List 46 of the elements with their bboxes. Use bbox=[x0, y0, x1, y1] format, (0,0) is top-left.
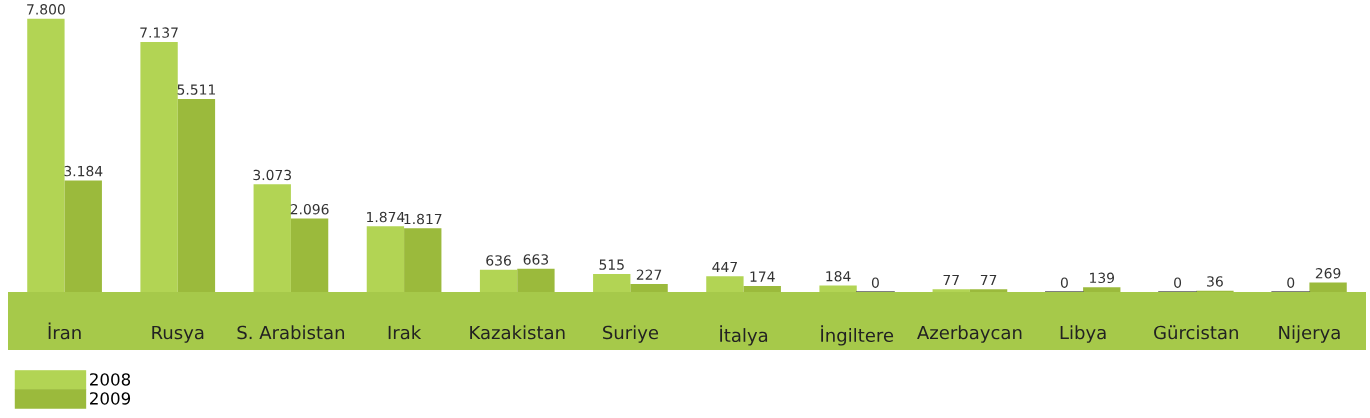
x-tick-label: Azerbaycan bbox=[917, 325, 1022, 343]
data-label: 1.874 bbox=[367, 211, 405, 223]
bar bbox=[290, 218, 329, 292]
data-label: 7.137 bbox=[140, 27, 178, 38]
data-label: 663 bbox=[523, 254, 549, 265]
data-label: 447 bbox=[712, 261, 737, 273]
x-tick-label: Gürcistan bbox=[1154, 325, 1238, 340]
legend-label: 2009 bbox=[90, 392, 131, 405]
bar bbox=[1083, 287, 1121, 292]
x-tick-label: Libya bbox=[1060, 325, 1106, 343]
bar bbox=[969, 289, 1008, 292]
x-tick-label: Rusya bbox=[152, 325, 204, 343]
data-label: 636 bbox=[486, 255, 511, 266]
data-label: 0 bbox=[1174, 277, 1182, 288]
bar bbox=[630, 284, 668, 292]
x-tick-label: S. Arabistan bbox=[237, 325, 345, 340]
data-label: 77 bbox=[943, 274, 959, 286]
bar bbox=[64, 180, 102, 292]
data-label: 227 bbox=[636, 269, 662, 280]
x-tick-label: İran bbox=[48, 322, 81, 340]
bar bbox=[404, 228, 442, 292]
x-tick-label: Irak bbox=[388, 325, 422, 340]
bar bbox=[743, 285, 781, 292]
legend-label: 2008 bbox=[90, 373, 131, 386]
data-label: 3.073 bbox=[253, 169, 292, 181]
data-label: 3.184 bbox=[64, 165, 103, 177]
data-label: 515 bbox=[599, 259, 624, 270]
data-label: 0 bbox=[1060, 277, 1068, 288]
data-label: 7.800 bbox=[27, 4, 65, 15]
data-label: 184 bbox=[826, 270, 851, 282]
x-tick-label: İtalya bbox=[720, 325, 768, 346]
x-tick-label: İngiltere bbox=[821, 325, 894, 346]
x-tick-label: Kazakistan bbox=[470, 325, 565, 340]
bar bbox=[1309, 282, 1347, 292]
data-label: 139 bbox=[1090, 272, 1115, 284]
x-tick-label: Suriye bbox=[603, 325, 659, 343]
data-label: 269 bbox=[1315, 267, 1341, 279]
bar bbox=[177, 98, 216, 292]
data-label: 1.817 bbox=[404, 213, 442, 225]
x-tick-label: Nijerya bbox=[1279, 325, 1340, 343]
data-label: 0 bbox=[1287, 277, 1295, 288]
bar bbox=[517, 268, 555, 292]
data-label: 174 bbox=[750, 271, 775, 282]
data-label: 0 bbox=[871, 277, 879, 288]
data-label: 36 bbox=[1207, 276, 1223, 287]
data-label: 77 bbox=[980, 274, 997, 286]
